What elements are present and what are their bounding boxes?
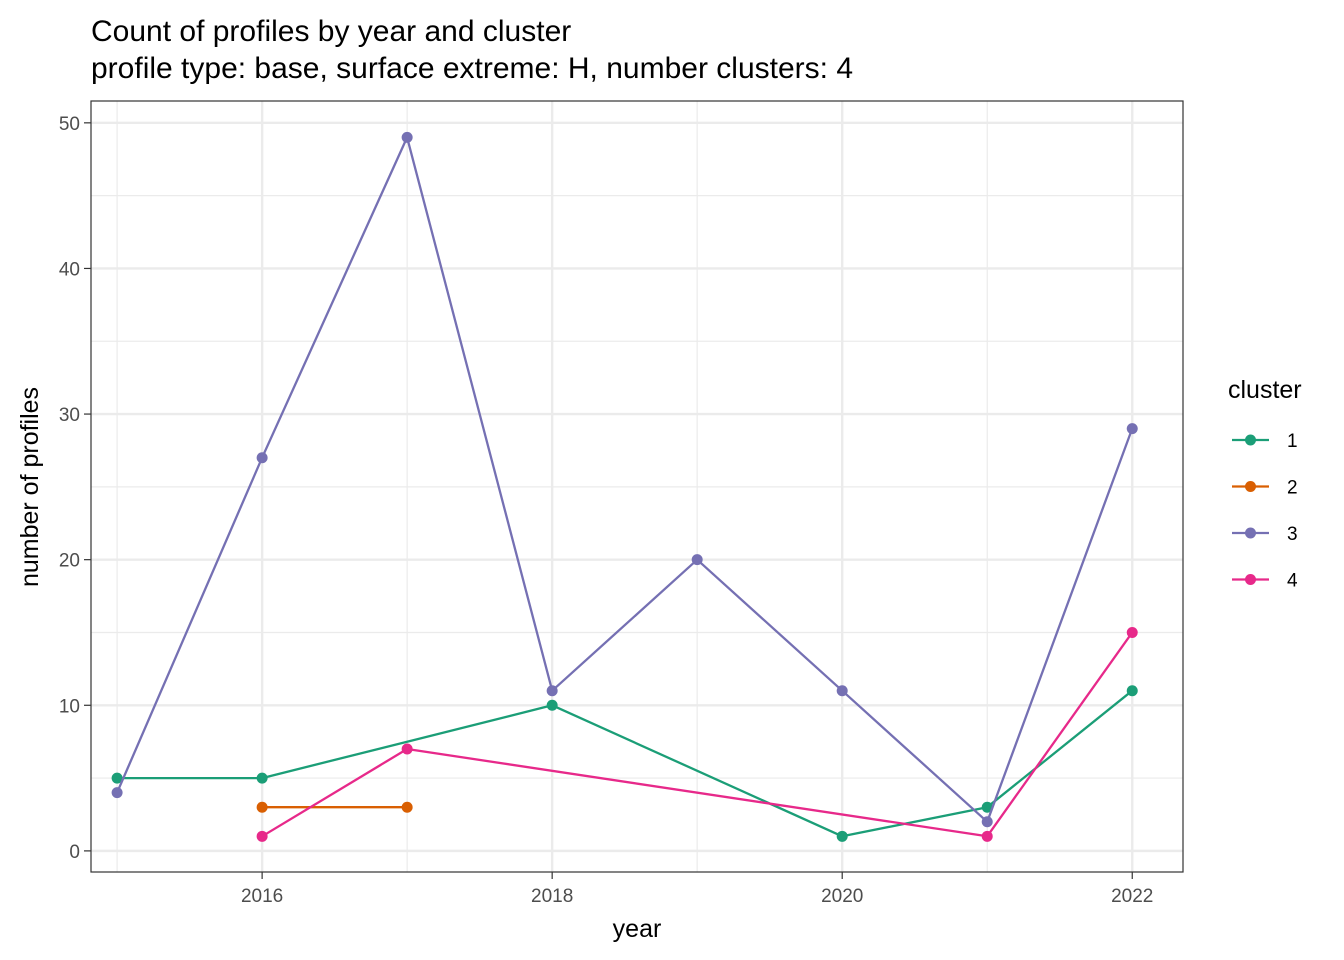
data-point-cluster-1 — [256, 772, 268, 784]
x-tick-label: 2020 — [821, 886, 863, 907]
y-axis: 0 10 20 30 40 50 — [59, 114, 91, 863]
data-point-cluster-1 — [111, 772, 123, 784]
y-tick-label: 10 — [59, 696, 80, 717]
y-tick-label: 50 — [59, 114, 80, 135]
legend-key-point — [1245, 574, 1256, 585]
series-line-cluster-4 — [261, 631, 1134, 838]
y-tick-label: 20 — [59, 551, 80, 572]
data-point-cluster-4 — [401, 743, 413, 755]
x-axis: 2016 2018 2020 2022 — [241, 872, 1153, 907]
x-axis-title: year — [613, 915, 662, 943]
data-point-cluster-3 — [691, 554, 703, 566]
chart-title: Count of profiles by year and cluster — [91, 15, 571, 48]
legend-key-point — [1245, 527, 1256, 539]
x-tick-label: 2018 — [531, 886, 573, 907]
legend-key-point — [1245, 434, 1256, 446]
legend-label: 1 — [1287, 431, 1298, 452]
legend-label: 3 — [1287, 524, 1298, 545]
series-cluster-4 — [256, 626, 1138, 842]
plot-panel-border — [90, 100, 1184, 873]
legend-title: cluster — [1228, 376, 1302, 404]
legend: cluster 1 2 3 4 — [1228, 376, 1302, 592]
data-point-cluster-1 — [546, 699, 558, 711]
data-point-cluster-3 — [546, 685, 558, 697]
data-point-cluster-2 — [401, 801, 413, 813]
data-point-cluster-3 — [981, 816, 993, 828]
data-point-cluster-3 — [256, 452, 268, 464]
data-point-cluster-4 — [1126, 626, 1138, 638]
series-cluster-3 — [111, 131, 1138, 828]
data-point-cluster-3 — [111, 787, 123, 799]
y-axis-title: number of profiles — [16, 387, 44, 587]
data-point-cluster-3 — [836, 685, 848, 697]
data-point-cluster-2 — [256, 801, 268, 813]
series-cluster-1 — [111, 685, 1138, 842]
x-tick-label: 2016 — [241, 886, 283, 907]
y-tick-label: 0 — [69, 842, 80, 863]
y-tick-label: 40 — [59, 259, 80, 280]
x-tick-label: 2022 — [1111, 886, 1153, 907]
legend-item-cluster-2: 2 — [1232, 478, 1298, 499]
legend-label: 2 — [1287, 478, 1298, 499]
legend-item-cluster-4: 4 — [1232, 571, 1298, 592]
series-cluster-2 — [256, 801, 413, 813]
minor-gridlines — [91, 101, 1183, 872]
series-line-cluster-3 — [116, 136, 1134, 823]
major-gridlines — [91, 101, 1183, 872]
legend-label: 4 — [1287, 571, 1298, 592]
data-point-cluster-3 — [401, 131, 413, 143]
data-point-cluster-4 — [256, 830, 268, 842]
legend-key-point — [1245, 481, 1256, 492]
data-point-cluster-1 — [981, 801, 993, 813]
data-point-cluster-4 — [981, 830, 993, 842]
y-tick-label: 30 — [59, 405, 80, 426]
series-layer — [111, 131, 1138, 842]
data-point-cluster-1 — [836, 830, 848, 842]
data-point-cluster-3 — [1126, 423, 1138, 435]
legend-item-cluster-3: 3 — [1232, 524, 1298, 545]
data-point-cluster-1 — [1126, 685, 1138, 697]
series-line-cluster-1 — [117, 689, 1133, 838]
chart-subtitle: profile type: base, surface extreme: H, … — [91, 52, 853, 85]
legend-item-cluster-1: 1 — [1232, 431, 1298, 452]
